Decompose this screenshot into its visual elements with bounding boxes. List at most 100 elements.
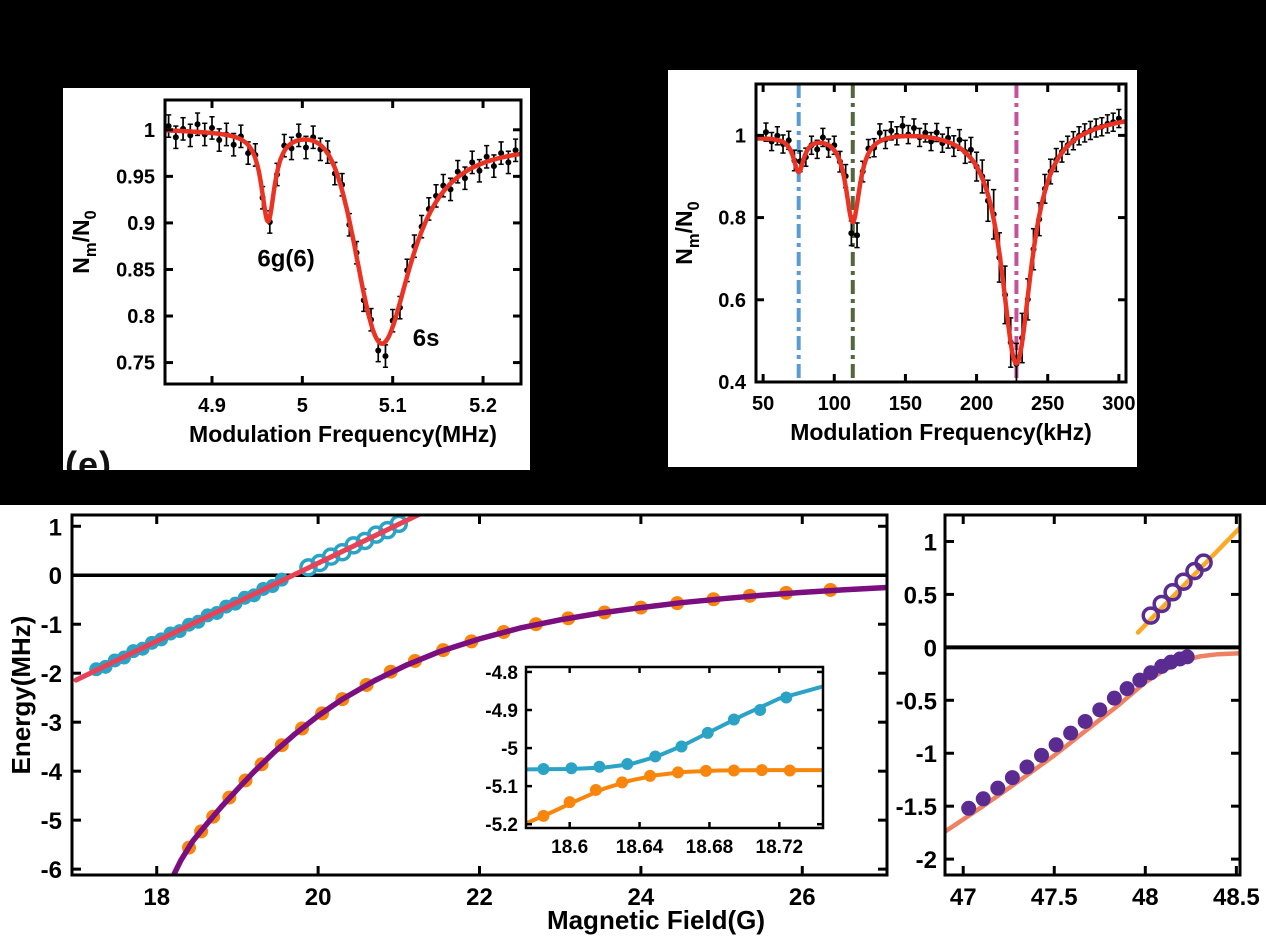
data-dot <box>762 129 769 136</box>
y-tick-label: -5.1 <box>485 777 518 798</box>
y-tick-label: 0.95 <box>116 166 155 188</box>
data-dot <box>922 129 929 136</box>
y-tick-label: 0 <box>49 563 62 590</box>
inset-content <box>526 684 823 826</box>
data-dot <box>888 127 895 134</box>
x-axis-label: Modulation Frequency(kHz) <box>790 419 1092 445</box>
data-dot <box>476 167 483 174</box>
x-tick-label: 18.6 <box>551 837 588 858</box>
x-tick-label: 48 <box>1132 884 1159 911</box>
dot-marker <box>990 780 1006 796</box>
dot-marker <box>755 764 768 777</box>
y-tick-label: -5.2 <box>485 815 518 836</box>
y-tick-label: -4 <box>41 759 63 786</box>
inset-upper-branch-line <box>526 684 823 772</box>
data-dot <box>785 137 792 144</box>
axes-box <box>70 513 889 877</box>
violet-open-markers <box>1141 553 1213 625</box>
y-tick-label: 0.8 <box>127 306 155 328</box>
x-tick-label: 250 <box>1031 393 1064 415</box>
ring-marker <box>1141 606 1161 625</box>
dot-marker <box>649 750 662 763</box>
y-tick-label: -0.5 <box>896 688 937 715</box>
x-tick-label: 18 <box>143 884 170 911</box>
data-dot <box>216 137 223 144</box>
dot-marker <box>537 809 550 822</box>
x-tick-label: 4.9 <box>198 395 226 417</box>
y-axis-label: Nm/N0 <box>68 210 100 274</box>
annotation-6g(6): 6g(6) <box>257 246 314 273</box>
x-tick-label: 22 <box>466 884 493 911</box>
x-tick-label: 18.64 <box>616 837 664 858</box>
data-dot <box>165 123 172 130</box>
dot-marker <box>1143 665 1159 681</box>
data-dot <box>933 129 940 136</box>
x-tick-label: 5.2 <box>469 395 497 417</box>
data-dot <box>469 159 476 166</box>
annotation-6s: 6s <box>413 325 440 352</box>
data-dot <box>876 129 883 136</box>
data-dot <box>172 134 179 141</box>
x-tick-label: 20 <box>305 884 332 911</box>
atomic-threshold-line <box>73 515 424 683</box>
dot-marker <box>783 764 796 777</box>
axes-box <box>163 98 523 386</box>
x-axis-label: Modulation Frequency(MHz) <box>189 421 497 447</box>
dot-marker <box>1034 747 1050 763</box>
x-tick-label: 5 <box>297 395 308 417</box>
dot-marker <box>671 766 684 779</box>
dot-marker <box>1106 690 1122 706</box>
y-tick-label: -1.5 <box>896 794 937 821</box>
inset-lower-branch-markers <box>537 764 796 822</box>
fit-curve <box>756 119 1126 366</box>
data-dot <box>910 124 917 131</box>
mhz-content <box>165 112 521 368</box>
data-dot <box>848 230 855 237</box>
y-axis-label: Nm/N0 <box>671 201 703 265</box>
y-tick-label: 0.6 <box>718 290 746 312</box>
y-tick-label: -3 <box>41 710 62 737</box>
dot-marker <box>699 764 712 777</box>
dot-marker <box>1132 672 1148 688</box>
y-tick-label: 0.8 <box>718 208 746 230</box>
y-tick-label: 0.5 <box>904 582 937 609</box>
dot-marker <box>1179 649 1195 665</box>
data-dot <box>230 141 237 148</box>
molecular-state-curve <box>170 584 887 875</box>
data-dot <box>498 150 505 157</box>
dot-marker <box>593 760 606 773</box>
shared-x-axis-label: Magnetic Field(G) <box>547 905 765 935</box>
data-dot <box>382 353 389 360</box>
x-tick-label: 48.5 <box>1213 884 1260 911</box>
y-tick-label: -6 <box>41 857 62 884</box>
data-dot <box>854 232 861 239</box>
dot-marker <box>754 704 767 717</box>
x-tick-label: 47 <box>950 884 977 911</box>
y-tick-label: -2 <box>41 661 62 688</box>
x-tick-label: 300 <box>1102 393 1135 415</box>
y-tick-label: 1 <box>924 529 937 556</box>
axes-box <box>754 82 1128 384</box>
y-tick-label: -5 <box>41 808 62 835</box>
panel-rf-spectrum-khz: 50 100 150 200 250 300 0.4 0.6 0.8 1 Modulation Fr… <box>668 70 1137 467</box>
y-tick-label: 1 <box>735 125 746 147</box>
chart-energy-vs-field: 18 20 22 24 26 1 0 -1 -2 -3 -4 -5 -6 Energy(MHz) 47 47.… <box>6 513 1260 935</box>
x-tick-label: 150 <box>889 393 922 415</box>
data-dot <box>208 124 215 131</box>
panel-label: (e) <box>65 444 112 470</box>
energy-main-content <box>72 515 887 875</box>
data-dot <box>899 122 906 129</box>
y-tick-label: 1 <box>144 120 155 142</box>
dot-marker <box>1019 759 1035 775</box>
dot-marker <box>675 740 688 753</box>
x-tick-label: 18.72 <box>756 837 804 858</box>
ring-marker <box>1194 553 1213 572</box>
ring-marker <box>1163 583 1182 602</box>
dot-marker <box>589 783 602 796</box>
data-dot <box>505 159 512 166</box>
y-tick-label: -1 <box>916 741 937 768</box>
x-tick-label: 47.5 <box>1031 884 1078 911</box>
y-tick-label: 0.85 <box>116 259 155 281</box>
dot-marker <box>537 763 550 776</box>
energy-zoom47-content <box>945 525 1240 834</box>
